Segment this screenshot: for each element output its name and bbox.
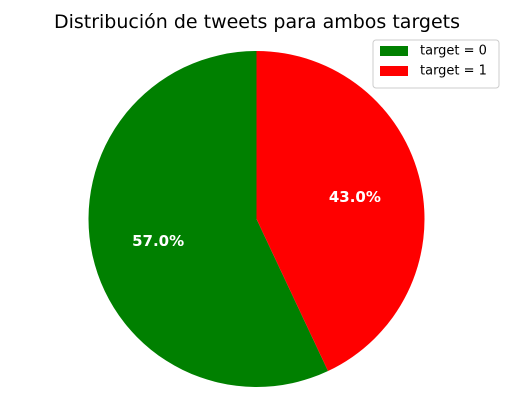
pie-value-labels: 57.0% 43.0% (132, 188, 381, 250)
legend-label: target = 0 (420, 44, 487, 59)
pie-slice (88, 51, 329, 388)
pie-slice (256, 51, 425, 372)
pie-slices (88, 51, 425, 388)
chart-title: Distribución de tweets para ambos target… (54, 11, 460, 33)
legend: target = 0 target = 1 (372, 39, 500, 89)
legend-swatch (380, 46, 408, 56)
legend-swatch (380, 66, 408, 76)
pie-value-label: 43.0% (329, 188, 381, 206)
legend-items: target = 0 target = 1 (380, 44, 487, 79)
legend-label: target = 1 (420, 64, 487, 79)
pie-value-label: 57.0% (132, 232, 184, 250)
